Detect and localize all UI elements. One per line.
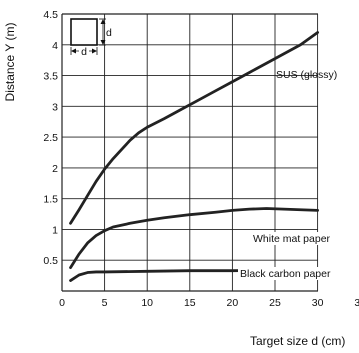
y-axis-label: Distance Y (m)	[3, 23, 17, 102]
series-labels: SUS (glossy) White mat paper Black carbon …	[238, 69, 349, 280]
x-tick-label: 25	[269, 297, 281, 309]
x-tick-label: 35	[354, 297, 359, 309]
target-inset: dd	[70, 18, 112, 58]
x-axis-label: Target size d (cm)	[250, 334, 345, 348]
series-line-2	[69, 207, 319, 270]
series-label-bg	[238, 267, 349, 280]
inset-label-vertical: d	[106, 27, 112, 39]
x-tick-label: 0	[59, 297, 65, 309]
y-tick-label: 3.5	[43, 71, 58, 83]
inset-square	[70, 18, 98, 46]
y-tick-label: 0.5	[43, 255, 58, 267]
series-label-1: SUS (glossy)	[276, 69, 337, 81]
inset-arrow-right-icon	[92, 48, 97, 54]
y-tick-label: 4.5	[43, 9, 58, 21]
y-tick-label: 1.5	[43, 194, 58, 206]
y-tick-label: 4	[52, 40, 58, 52]
series-label-3: Black carbon paper	[240, 268, 331, 280]
series-line-1	[69, 31, 319, 225]
inset-label-bg	[79, 46, 89, 56]
y-tick-label: 2.5	[43, 132, 58, 144]
y-tick-label: 1	[52, 224, 58, 236]
inset-arrow-left-icon	[71, 48, 76, 54]
y-tick-label: 3	[52, 101, 58, 113]
tick-labels: 0 5 10 15 20 25 30 35 0.5 1 1.5 2 2.5 3 3.5 4 4.5	[43, 9, 359, 309]
inset-arrow-up-icon	[100, 19, 106, 24]
x-tick-label: 10	[141, 297, 153, 309]
inset-arrow-down-icon	[100, 40, 106, 45]
x-tick-label: 5	[102, 297, 108, 309]
x-tick-label: 15	[184, 297, 196, 309]
x-tick-label: 20	[227, 297, 239, 309]
y-tick-label: 2	[52, 163, 58, 175]
series-label-bg	[251, 232, 344, 245]
x-tick-label: 30	[312, 297, 324, 309]
series-label-2: White mat paper	[253, 233, 331, 245]
inset-label-horizontal: d	[81, 46, 87, 58]
